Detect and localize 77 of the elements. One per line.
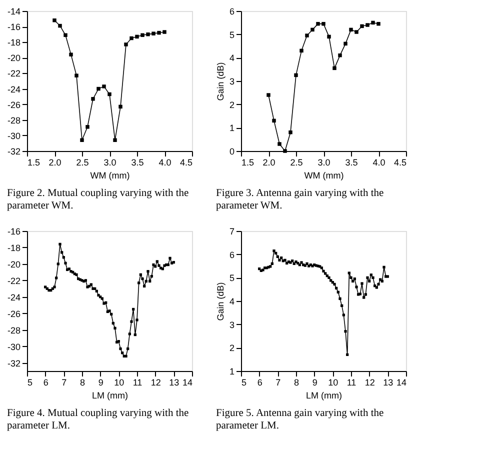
x-axis-title: LM (mm) — [306, 390, 342, 400]
y-tick-label: 6 — [229, 6, 234, 16]
x-tick-label: 4.5 — [180, 158, 192, 168]
x-tick-label: 5 — [28, 378, 33, 388]
x-tick-label: 12 — [364, 378, 375, 388]
x-axis-title: WM (mm) — [304, 170, 344, 180]
x-tick-label: 14 — [182, 378, 192, 388]
x-tick-label: 4.0 — [158, 158, 172, 168]
y-tick-label: 0 — [229, 146, 234, 156]
y-tick-label: -32 — [7, 358, 20, 368]
x-tick-label: 2.0 — [262, 158, 276, 168]
x-tick-label: 2.5 — [290, 158, 303, 168]
y-tick-label: -22 — [7, 68, 20, 79]
y-tick-label: -24 — [7, 84, 20, 94]
y-tick-label: -20 — [7, 259, 20, 270]
x-tick-label: 3.0 — [104, 158, 116, 168]
y-tick-label: 4 — [229, 296, 234, 306]
x-tick-label: 4.0 — [372, 158, 386, 168]
y-tick-label: -30 — [7, 342, 20, 352]
x-tick-label: 9 — [98, 378, 104, 388]
y-tick-label: 2 — [229, 343, 234, 354]
x-tick-label: 2.5 — [76, 158, 89, 168]
y-tick-label: -30 — [7, 130, 20, 141]
x-tick-label: 8 — [294, 378, 300, 388]
x-tick-label: 10 — [114, 378, 124, 388]
y-tick-label: -28 — [7, 325, 20, 336]
y-axis-title: Gain (dB) — [215, 62, 226, 101]
x-tick-label: 9 — [312, 378, 318, 388]
x-tick-label: 11 — [346, 378, 356, 388]
x-tick-label: 3.5 — [345, 158, 358, 168]
y-tick-label: -24 — [7, 292, 20, 302]
y-tick-label: -22 — [7, 276, 20, 286]
x-tick-label: 12 — [150, 378, 161, 388]
y-tick-label: 5 — [229, 30, 234, 40]
x-tick-label: 6 — [257, 378, 262, 388]
x-tick-label: 11 — [132, 378, 142, 388]
y-tick-label: 1 — [229, 366, 234, 376]
x-tick-label: 10 — [328, 378, 338, 388]
y-tick-label: 5 — [229, 273, 234, 284]
x-tick-label: 3.0 — [318, 158, 330, 168]
caption: Figure 3. Antenna gain varying with the parameter WM. — [216, 188, 384, 212]
x-tick-label: 8 — [80, 378, 86, 388]
y-tick-label: 1 — [229, 123, 234, 134]
x-tick-label: 7 — [62, 378, 67, 388]
x-tick-label: 5 — [242, 378, 247, 388]
y-tick-label: -26 — [7, 100, 20, 110]
y-tick-label: -28 — [7, 115, 20, 126]
y-tick-label: 4 — [229, 53, 234, 64]
x-tick-label: 2.0 — [48, 158, 62, 168]
caption: Figure 5. Antenna gain varying with the parameter LM. — [216, 408, 384, 432]
y-tick-label: 2 — [229, 100, 234, 110]
y-tick-label: -14 — [7, 6, 20, 16]
y-tick-label: 6 — [229, 250, 234, 260]
x-tick-label: 7 — [276, 378, 281, 388]
caption: Figure 4. Mutual coupling varying with the parameter LM. — [6, 408, 190, 432]
y-tick-label: -32 — [7, 146, 20, 156]
y-tick-label: -16 — [7, 22, 20, 32]
y-tick-label: 7 — [229, 226, 234, 236]
x-tick-label: 3.5 — [131, 158, 144, 168]
y-tick-label: -26 — [7, 308, 20, 319]
y-tick-label: -20 — [7, 53, 20, 64]
x-tick-label: 14 — [396, 378, 406, 388]
y-axis-title: Gain (dB) — [215, 282, 226, 321]
x-tick-label: 13 — [383, 378, 394, 388]
x-tick-label: 1.5 — [242, 158, 254, 168]
x-axis-title: WM (mm) — [90, 170, 130, 180]
x-tick-label: 4.5 — [394, 158, 406, 168]
y-tick-label: 3 — [229, 320, 234, 330]
x-axis-title: LM (mm) — [92, 390, 128, 400]
y-tick-label: 3 — [229, 76, 234, 86]
x-tick-label: 1.5 — [28, 158, 40, 168]
y-tick-label: -18 — [7, 38, 20, 48]
x-tick-label: 6 — [43, 378, 48, 388]
x-tick-label: 13 — [169, 378, 180, 388]
caption: Figure 2. Mutual coupling varying with the parameter WM. — [6, 188, 190, 212]
y-tick-label: -16 — [7, 226, 20, 236]
y-tick-label: -18 — [7, 242, 20, 253]
